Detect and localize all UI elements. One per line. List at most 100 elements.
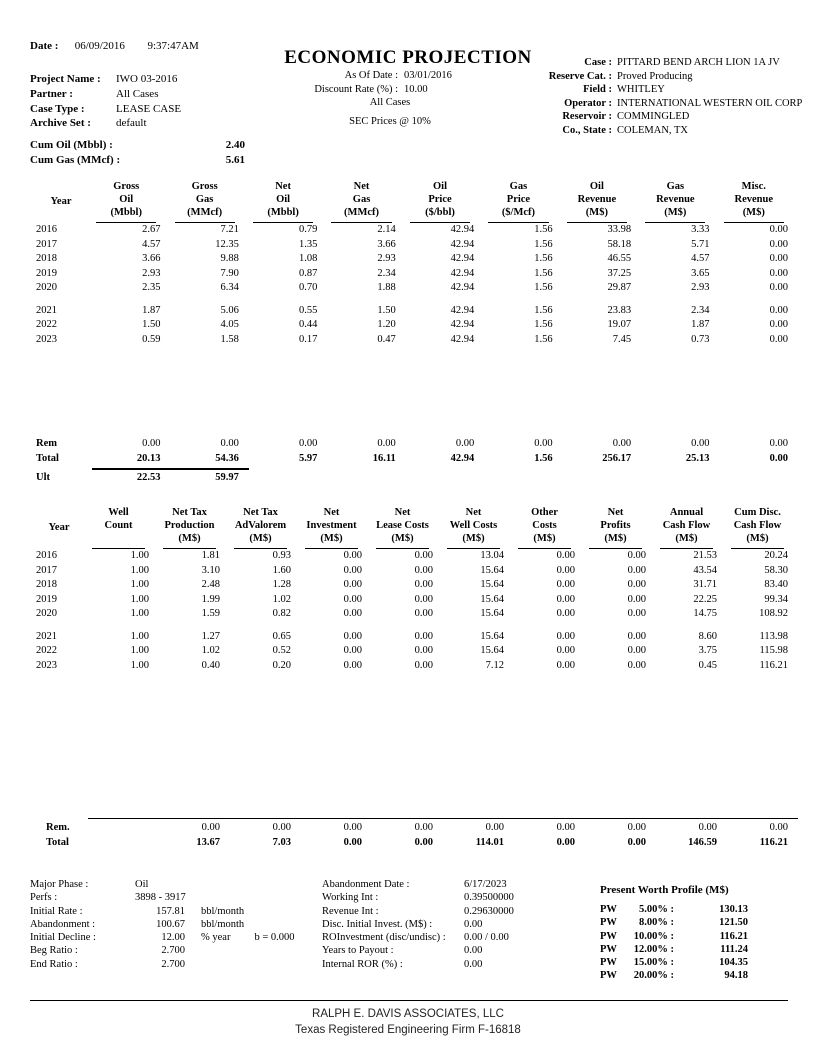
column-header: Gas Revenue (M$) [641,180,719,223]
field-label: Field : [583,84,612,96]
row-label: 2019 [36,267,57,279]
value-cell: 2.14 [377,224,396,235]
cum-gas-row: Cum Gas (MMcf) : 5.61 [30,153,245,168]
table-row: 2018 3.66 9.88 1.08 2.93 42.94 1.56 46.55 4.57 0.… [30,252,798,267]
value-cell: 1.56 [534,319,553,330]
pw-row-5pct: PW 5.00% : 130.13 [600,903,748,916]
row-label: 2018 [36,253,57,264]
value-cell: 4.57 [691,253,710,264]
working-int-row: Working Int : 0.39500000 [322,891,514,904]
header-underline [517,548,572,549]
as-of-date-label: As Of Date : [344,70,398,81]
value-cell: 4.05 [220,319,239,330]
reserve-cat-row: Reserve Cat. : Proved Producing [540,70,802,84]
value-cell: 0.00 [612,438,632,449]
column-header-line: Net [323,507,340,518]
value-cell: 2.93 [142,267,161,279]
value-cell: 23.83 [607,304,632,316]
summary-rule [88,818,798,819]
value-cell: 1.35 [298,238,318,250]
value-cell: 0.00 [343,822,362,833]
footer-divider [30,1000,788,1001]
value-cell: 0.00 [414,550,433,561]
value-cell: 256.17 [602,452,632,464]
value-cell: 1.00 [130,579,149,590]
table-row: Ult 22.53 59.97 [30,471,798,486]
value-cell: 0.00 [343,608,362,619]
working-int-value: 0.39500000 [464,892,514,904]
column-header-line: (M$) [249,533,272,544]
value-cell: 0.00 [627,550,646,561]
column-header-line: Price [506,194,531,205]
internal-ror-value: 0.00 [464,958,483,970]
economics-summary-block: Abandonment Date : 6/17/2023 Working Int … [322,878,514,971]
value-cell: 0.00 [691,438,710,449]
pw-row-8pct: PW 8.00% : 121.50 [600,916,748,929]
value-cell: 0.00 [769,282,788,293]
value-cell: 7.45 [612,333,632,345]
column-header-line: (M$) [746,533,769,544]
header-underline [304,548,359,549]
value-cell: 5.97 [298,452,318,464]
row-label: Rem. [46,822,70,833]
value-cell: 0.00 [627,645,646,656]
value-cell: 2.67 [142,224,161,235]
column-header-line: Oil [589,181,604,192]
column-header-line: Costs [532,520,557,531]
value-cell: 15.64 [480,564,504,576]
as-of-date-row: As Of Date : 03/01/2016 [240,70,570,81]
value-cell: 12.35 [215,238,239,250]
value-cell: 83.40 [764,579,788,590]
column-header-line: Price [428,194,452,205]
table-header-row: Year Gross Oil (Mbbl) Gross Gas (MMcf) Net Oil (M… [30,176,798,223]
column-header-line: Gross [113,181,140,192]
column-header: Net Lease Costs (M$) [372,506,443,549]
value-cell: 0.00 [272,822,291,833]
value-cell: 1.88 [377,282,396,293]
column-header-line: Net [607,507,624,518]
case-label: Case : [584,57,612,68]
value-cell: 1.27 [201,630,220,642]
value-cell: 1.59 [201,608,220,619]
partner-value: All Cases [116,87,159,100]
initial-decline-value: 12.00 [161,932,185,944]
column-header-line: (M$) [675,533,698,544]
pw-prefix: PW [600,930,617,942]
present-worth-profile-block: Present Worth Profile (M$) PW 5.00% : 130.… [600,884,748,982]
date-label: Date : [30,40,59,52]
partner-label: Partner : [30,87,73,100]
pw-prefix: PW [600,917,617,929]
value-cell: 115.98 [759,645,789,656]
header-underline [91,548,146,549]
beg-ratio-label: Beg Ratio : [30,945,78,957]
header-underline [409,222,471,223]
archive-set-row: Archive Set : default [30,116,181,131]
b-factor-value: b = 0.000 [254,932,295,944]
value-cell: 29.87 [607,282,632,293]
column-header-line: Gas [509,181,528,192]
table-row: Total 20.13 54.36 5.97 16.11 42.94 1.56 256.17 2… [30,452,798,467]
table-gap [30,347,798,437]
column-header-line: (M$) [585,207,608,218]
footer-block: RALPH E. DAVIS ASSOCIATES, LLC Texas Reg… [0,1006,816,1038]
column-header: Cum Disc. Cash Flow (M$) [727,506,798,549]
value-cell: 0.59 [142,333,161,345]
county-state-value: COLEMAN, TX [617,124,688,136]
column-header-line: Net [275,181,291,192]
value-cell: 0.00 [343,593,362,605]
table-row: Total 13.67 7.03 0.00 0.00 114.01 0.00 0.00 146.… [30,836,798,851]
column-header-line: Net Tax [172,507,207,518]
pw-prefix: PW [600,904,617,916]
column-header-line: Net [353,181,370,192]
value-cell: 146.59 [688,836,717,848]
value-cell: 0.00 [343,645,362,656]
value-cell: 16.11 [372,452,396,464]
abandonment-rate-row: Abandonment : 100.67 bbl/month [30,918,295,931]
table-row: 2017 4.57 12.35 1.35 3.66 42.94 1.56 58.18 5.71 0… [30,238,798,253]
row-label: 2019 [36,593,57,605]
value-cell: 46.55 [607,253,632,264]
value-cell: 0.00 [627,593,646,605]
pw-row-20pct: PW 20.00% : 94.18 [600,969,748,982]
column-header-line: ($/Mcf) [501,207,536,218]
column-header-line: Lease Costs [376,520,429,531]
